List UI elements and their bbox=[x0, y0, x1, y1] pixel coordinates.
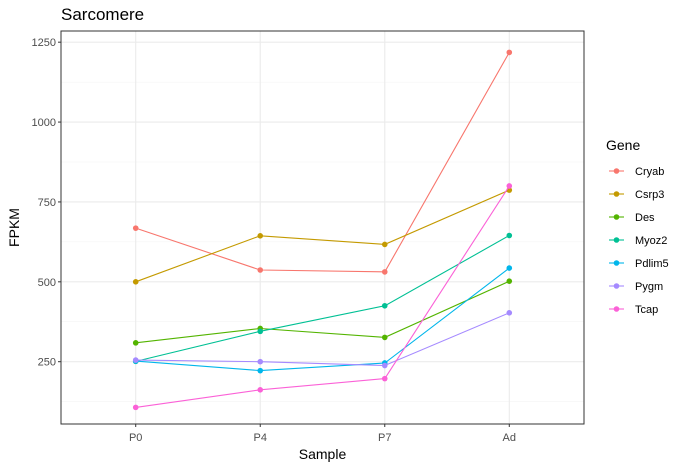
data-point bbox=[132, 225, 139, 231]
legend-key-point bbox=[613, 283, 620, 289]
legend-label: Cryab bbox=[635, 166, 664, 178]
legend-key-point bbox=[613, 237, 620, 243]
plot-panel bbox=[61, 31, 584, 424]
series-line bbox=[135, 267, 510, 372]
x-axis-label: Sample bbox=[299, 446, 347, 462]
legend-item-des: Des bbox=[609, 212, 655, 224]
legend-label: Des bbox=[635, 212, 655, 224]
x-tick-label: P0 bbox=[129, 432, 142, 444]
chart-title: Sarcomere bbox=[61, 5, 144, 24]
data-point bbox=[506, 265, 513, 271]
legend-key-point bbox=[613, 306, 620, 312]
legend-item-tcap: Tcap bbox=[609, 304, 658, 316]
plot-border bbox=[60, 30, 585, 425]
y-tick-label: 1000 bbox=[32, 117, 56, 129]
series-csrp3 bbox=[132, 187, 513, 285]
data-point bbox=[506, 49, 513, 56]
x-tick-label: Ad bbox=[503, 432, 516, 444]
legend-label: Myoz2 bbox=[635, 235, 667, 247]
series-line bbox=[135, 312, 510, 367]
series-tcap bbox=[132, 183, 513, 411]
series-pygm bbox=[132, 310, 513, 369]
data-point bbox=[257, 367, 264, 374]
series-line bbox=[135, 280, 510, 344]
data-point bbox=[132, 357, 139, 363]
y-axis-label: FPKM bbox=[6, 208, 22, 247]
y-axis: 250 500 750 1000 1250 bbox=[32, 37, 61, 369]
y-tick-label: 500 bbox=[38, 277, 56, 289]
legend-item-myoz2: Myoz2 bbox=[609, 235, 667, 247]
legend-item-cryab: Cryab bbox=[609, 166, 664, 178]
data-point bbox=[381, 269, 388, 275]
series-line bbox=[135, 52, 510, 273]
data-point bbox=[381, 375, 388, 382]
data-series bbox=[132, 49, 513, 411]
series-line bbox=[135, 189, 510, 283]
data-point bbox=[257, 267, 264, 273]
legend-items: Cryab Csrp3 Des Myoz2 Pdlim5 Pygm Tcap bbox=[609, 166, 669, 316]
data-point bbox=[381, 302, 388, 309]
legend-key-point bbox=[613, 260, 620, 266]
data-point bbox=[381, 362, 388, 369]
series-cryab bbox=[132, 49, 513, 275]
data-point bbox=[506, 310, 513, 316]
data-point bbox=[257, 358, 264, 365]
x-tick-label: P4 bbox=[254, 432, 267, 444]
data-point bbox=[132, 340, 139, 346]
y-tick-label: 1250 bbox=[32, 37, 56, 49]
data-point bbox=[506, 183, 513, 189]
y-tick-label: 750 bbox=[38, 197, 56, 209]
legend-title: Gene bbox=[606, 137, 640, 153]
legend-label: Pdlim5 bbox=[635, 258, 669, 270]
data-point bbox=[132, 279, 139, 285]
legend-key-point bbox=[613, 214, 620, 220]
legend-item-pdlim5: Pdlim5 bbox=[609, 258, 669, 270]
legend-label: Pygm bbox=[635, 281, 663, 293]
legend-key-point bbox=[613, 168, 620, 174]
data-point bbox=[506, 278, 513, 284]
data-point bbox=[381, 241, 388, 248]
series-line bbox=[135, 235, 510, 362]
data-point bbox=[257, 328, 264, 335]
series-line bbox=[135, 185, 510, 408]
y-tick-label: 250 bbox=[38, 357, 56, 369]
x-tick-label: P7 bbox=[378, 432, 391, 444]
data-point bbox=[257, 233, 264, 239]
data-point bbox=[132, 404, 139, 411]
data-point bbox=[506, 232, 513, 239]
legend-label: Tcap bbox=[635, 304, 658, 316]
legend: Gene Cryab Csrp3 Des Myoz2 Pdlim5 Pygm Tcap bbox=[606, 137, 669, 316]
legend-label: Csrp3 bbox=[635, 189, 664, 201]
legend-item-pygm: Pygm bbox=[609, 281, 663, 293]
legend-item-csrp3: Csrp3 bbox=[609, 189, 664, 201]
data-point bbox=[381, 334, 388, 341]
x-axis: P0 P4 P7 Ad bbox=[129, 424, 516, 444]
data-point bbox=[257, 387, 264, 393]
legend-key-point bbox=[613, 191, 620, 197]
